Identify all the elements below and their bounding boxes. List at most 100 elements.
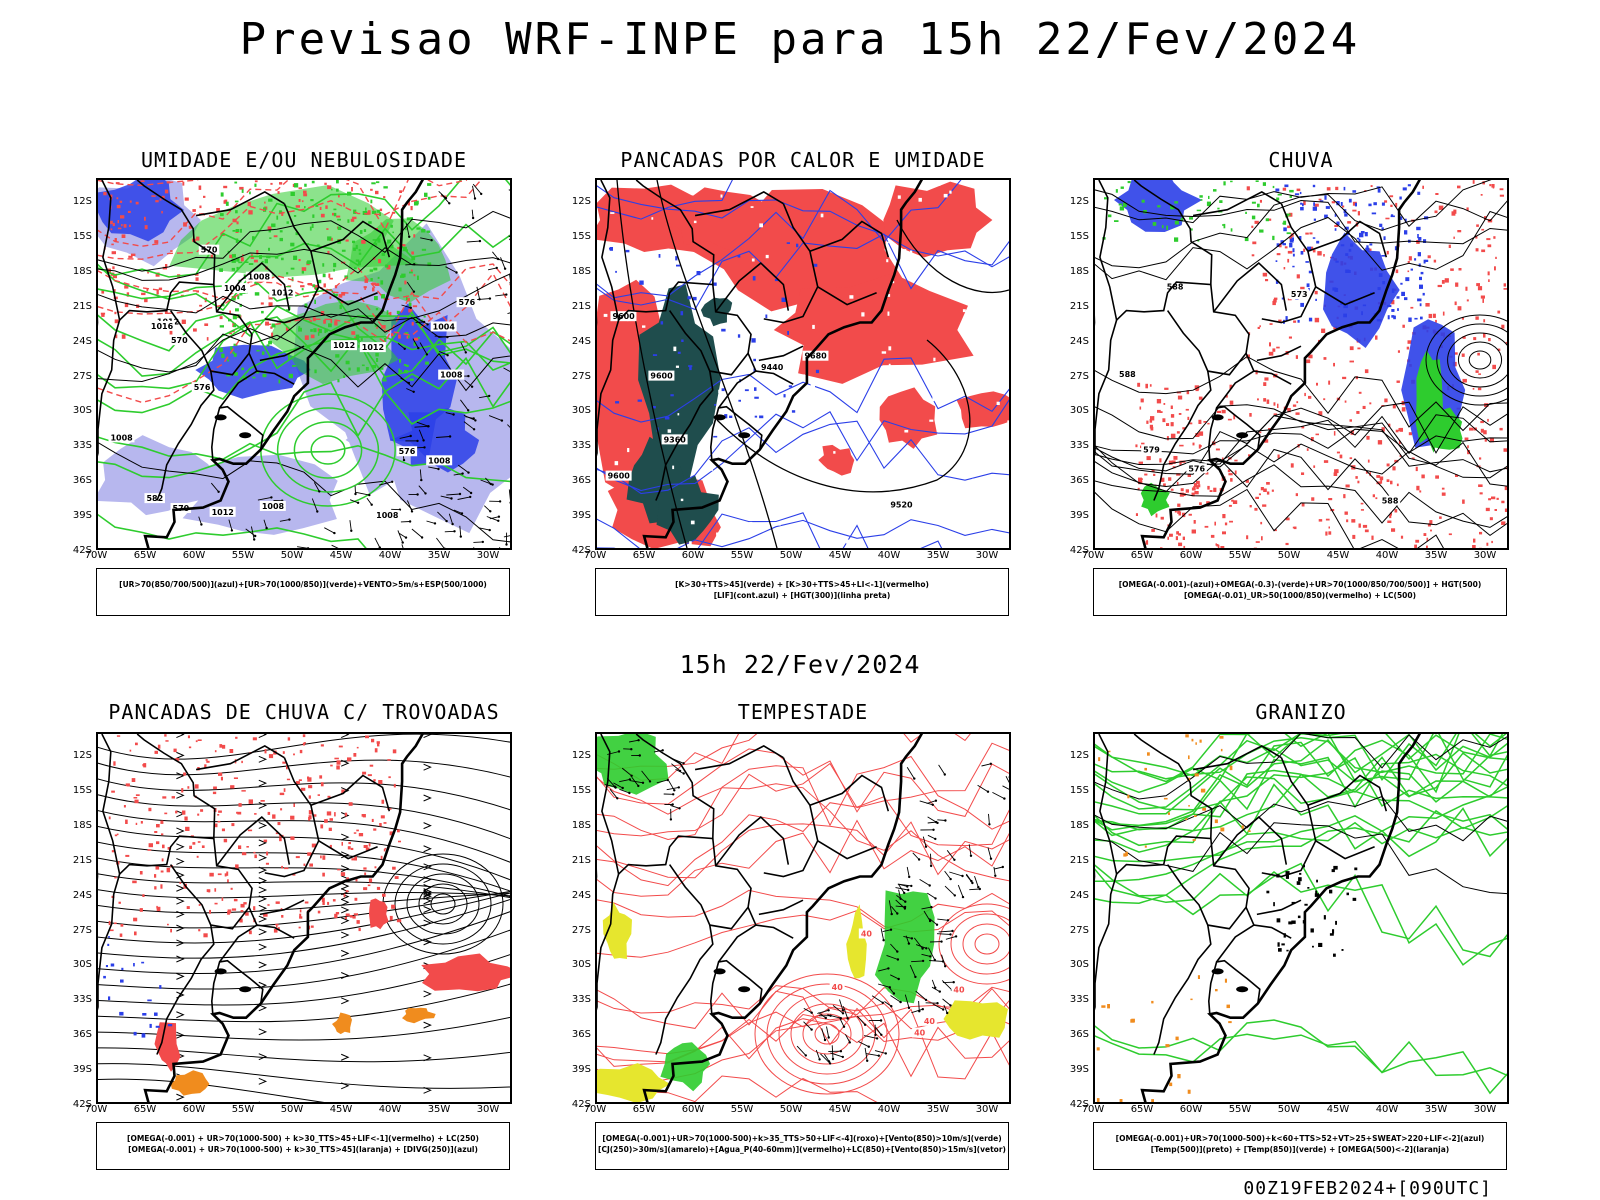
omega-speckle	[1394, 246, 1398, 251]
rain-speckle	[1395, 202, 1398, 208]
rain-speckle	[1167, 536, 1169, 540]
thunderstorm-speckle	[187, 786, 190, 789]
omega-speckle	[1343, 303, 1348, 309]
rain-speckle	[1503, 288, 1507, 290]
humidity-speckle	[350, 218, 355, 222]
vector-head	[464, 351, 467, 354]
thunderstorm-speckle	[292, 873, 296, 876]
rain-speckle	[1203, 421, 1207, 423]
wind-850-vector	[906, 766, 915, 779]
wind-850-vector	[993, 866, 996, 876]
thunderstorm-speckle	[125, 819, 128, 824]
humidity-speckle	[411, 256, 416, 261]
wind-850-vector	[890, 974, 899, 980]
lifted-index-speckle	[692, 296, 697, 301]
rain-speckle	[1268, 428, 1271, 430]
rain-speckle	[1441, 492, 1446, 496]
thunderstorm-speckle	[114, 922, 117, 925]
humidity-speckle	[194, 273, 199, 276]
rain-speckle	[1259, 431, 1262, 434]
rain-speckle	[1376, 475, 1381, 478]
pressure-contour	[98, 441, 510, 543]
vector-head	[409, 434, 412, 438]
omega-speckle	[1272, 235, 1275, 241]
lon-tick-label: 65W	[133, 1104, 157, 1115]
rain-speckle	[1499, 427, 1503, 431]
panel-2-title: PANCADAS POR CALOR E UMIDADE	[620, 148, 986, 172]
rain-speckle	[1497, 348, 1501, 351]
humidity-speckle	[374, 296, 378, 301]
humidity-speckle	[334, 321, 338, 326]
humidity-speckle	[391, 333, 394, 337]
vector-head	[672, 793, 675, 796]
humidity-speckle	[240, 257, 244, 262]
thunderstorm-speckle	[347, 757, 352, 762]
vector-head	[497, 515, 501, 518]
political-border	[1261, 203, 1317, 324]
political-border	[817, 840, 877, 860]
thunderstorm-speckle	[175, 810, 178, 814]
humidity-speckle	[333, 268, 335, 272]
omega-speckle	[1300, 302, 1304, 307]
lon-tick-label: 65W	[632, 1104, 656, 1115]
rain-speckle	[1177, 503, 1181, 507]
flow-arrow	[423, 890, 432, 898]
vector-head	[846, 1017, 849, 1020]
humidity-speckle	[127, 210, 131, 213]
thunderstorm-speckle	[388, 776, 391, 779]
temperature-850-contour	[1095, 868, 1507, 966]
temperature-850-contour	[1095, 862, 1507, 958]
humidity-speckle	[128, 255, 133, 258]
wind-850-vector	[898, 889, 902, 899]
lat-tick-label: 42S	[72, 545, 92, 556]
rain-speckle	[1493, 236, 1496, 239]
thunderstorm-speckle	[353, 753, 357, 757]
pressure-contour	[98, 273, 510, 383]
rain-speckle	[1453, 209, 1457, 214]
contour-label-bg	[198, 244, 220, 255]
humidity-speckle	[285, 286, 291, 288]
vector-head	[424, 492, 427, 495]
streamline-250	[98, 794, 510, 840]
rain-speckle	[1476, 283, 1480, 287]
rain-speckle	[1346, 519, 1349, 523]
wind-850-vector	[827, 1014, 841, 1019]
thunderstorm-speckle	[154, 750, 158, 754]
humidity-speckle	[293, 215, 297, 217]
humidity-speckle	[271, 223, 276, 228]
vector-head	[884, 1052, 887, 1055]
wind-850-vector	[941, 954, 946, 967]
flow-arrow	[341, 917, 350, 925]
thunderstorm-speckle	[205, 759, 208, 761]
political-border	[1095, 319, 1118, 457]
rain-speckle	[1366, 435, 1370, 440]
gap-speckle	[910, 250, 913, 255]
lifted-index-speckle	[729, 415, 733, 418]
rain-speckle	[1454, 352, 1458, 355]
omega-speckle	[1292, 265, 1295, 268]
gap-speckle	[810, 394, 814, 397]
vector-head	[877, 1054, 880, 1057]
humidity-speckle	[362, 211, 368, 215]
humidity-speckle	[374, 283, 380, 286]
lat-tick-label: 33S	[72, 994, 92, 1006]
political-border	[1215, 352, 1255, 409]
vector-head	[410, 510, 414, 513]
humidity-speckle	[156, 290, 159, 295]
flow-arrow	[258, 779, 268, 787]
vector-head	[200, 523, 203, 526]
omega-speckle	[1400, 282, 1403, 285]
streamline-250	[98, 1016, 510, 1041]
thunderstorm-speckle	[307, 852, 312, 856]
high-humidity-area	[98, 180, 185, 242]
temperature-500-contour	[1095, 734, 1507, 800]
political-border	[597, 319, 620, 457]
thunderstorm-speckle	[286, 778, 291, 781]
rain-speckle	[1335, 186, 1339, 191]
humidity-speckle	[146, 288, 149, 292]
vector-head	[416, 493, 419, 496]
humidity-speckle	[254, 281, 258, 286]
rain-speckle	[1263, 398, 1267, 402]
lat-tick-label: 39S	[571, 1064, 591, 1076]
wind-850-vector	[832, 1005, 844, 1014]
